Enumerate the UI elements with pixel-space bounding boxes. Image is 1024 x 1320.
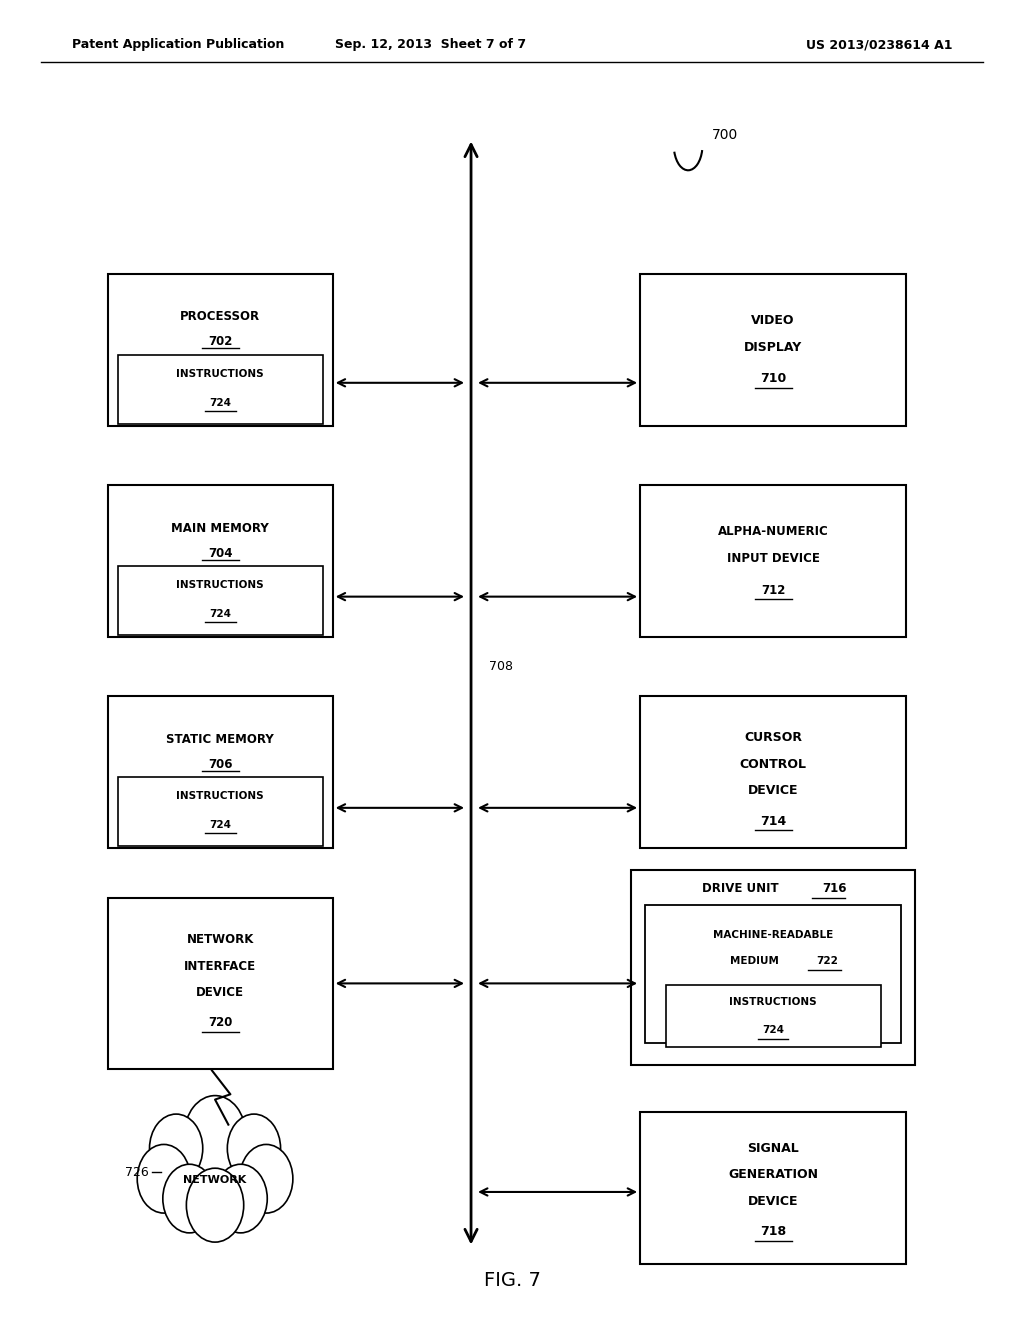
- Text: STATIC MEMORY: STATIC MEMORY: [166, 733, 274, 746]
- Text: 722: 722: [816, 956, 838, 966]
- Text: 704: 704: [208, 546, 232, 560]
- Text: ALPHA-NUMERIC: ALPHA-NUMERIC: [718, 525, 828, 539]
- Text: 710: 710: [760, 372, 786, 385]
- Bar: [640, 697, 906, 849]
- Circle shape: [184, 1096, 246, 1175]
- Text: MACHINE-READABLE: MACHINE-READABLE: [713, 929, 834, 940]
- Text: 724: 724: [209, 397, 231, 408]
- Text: 716: 716: [822, 882, 847, 895]
- Text: PROCESSOR: PROCESSOR: [180, 310, 260, 323]
- Bar: [118, 566, 323, 635]
- Text: 726: 726: [125, 1166, 148, 1179]
- Circle shape: [137, 1144, 190, 1213]
- Text: MAIN MEMORY: MAIN MEMORY: [171, 521, 269, 535]
- Circle shape: [186, 1168, 244, 1242]
- Text: DEVICE: DEVICE: [748, 1195, 799, 1208]
- Text: SIGNAL: SIGNAL: [748, 1142, 799, 1155]
- Bar: [108, 898, 333, 1069]
- Bar: [108, 697, 333, 849]
- Bar: [640, 275, 906, 425]
- Text: FIG. 7: FIG. 7: [483, 1271, 541, 1290]
- Text: INSTRUCTIONS: INSTRUCTIONS: [176, 579, 264, 590]
- Bar: [640, 1111, 906, 1265]
- Circle shape: [227, 1114, 281, 1183]
- Text: US 2013/0238614 A1: US 2013/0238614 A1: [806, 38, 952, 51]
- Circle shape: [214, 1164, 267, 1233]
- Text: INTERFACE: INTERFACE: [184, 960, 256, 973]
- Circle shape: [150, 1114, 203, 1183]
- Text: DEVICE: DEVICE: [197, 986, 244, 999]
- Text: INPUT DEVICE: INPUT DEVICE: [727, 552, 819, 565]
- Text: 702: 702: [208, 335, 232, 348]
- Text: INSTRUCTIONS: INSTRUCTIONS: [729, 997, 817, 1007]
- Bar: [108, 275, 333, 425]
- Text: INSTRUCTIONS: INSTRUCTIONS: [176, 368, 264, 379]
- Circle shape: [163, 1164, 216, 1233]
- Text: NETWORK: NETWORK: [186, 933, 254, 946]
- Text: 700: 700: [712, 128, 738, 141]
- Text: 712: 712: [761, 583, 785, 597]
- Bar: [631, 870, 915, 1065]
- Text: 714: 714: [760, 814, 786, 828]
- Text: DRIVE UNIT: DRIVE UNIT: [702, 882, 778, 895]
- Circle shape: [240, 1144, 293, 1213]
- Bar: [108, 486, 333, 638]
- Bar: [640, 486, 906, 638]
- Text: 718: 718: [760, 1225, 786, 1238]
- Text: 708: 708: [489, 660, 513, 673]
- Bar: [118, 777, 323, 846]
- Text: DEVICE: DEVICE: [748, 784, 799, 797]
- Text: CURSOR: CURSOR: [744, 731, 802, 744]
- Text: 720: 720: [208, 1016, 232, 1030]
- Text: NETWORK: NETWORK: [183, 1175, 247, 1185]
- Bar: [118, 355, 323, 424]
- Text: MEDIUM: MEDIUM: [730, 956, 779, 966]
- Text: 706: 706: [208, 758, 232, 771]
- Text: 724: 724: [762, 1024, 784, 1035]
- Text: INSTRUCTIONS: INSTRUCTIONS: [176, 791, 264, 801]
- Text: 724: 724: [209, 820, 231, 830]
- Text: Sep. 12, 2013  Sheet 7 of 7: Sep. 12, 2013 Sheet 7 of 7: [335, 38, 525, 51]
- Text: GENERATION: GENERATION: [728, 1168, 818, 1181]
- Text: 724: 724: [209, 609, 231, 619]
- Text: CONTROL: CONTROL: [739, 758, 807, 771]
- Bar: [645, 906, 901, 1043]
- Text: DISPLAY: DISPLAY: [744, 341, 802, 354]
- Text: VIDEO: VIDEO: [752, 314, 795, 327]
- Bar: [666, 985, 881, 1048]
- Text: Patent Application Publication: Patent Application Publication: [72, 38, 284, 51]
